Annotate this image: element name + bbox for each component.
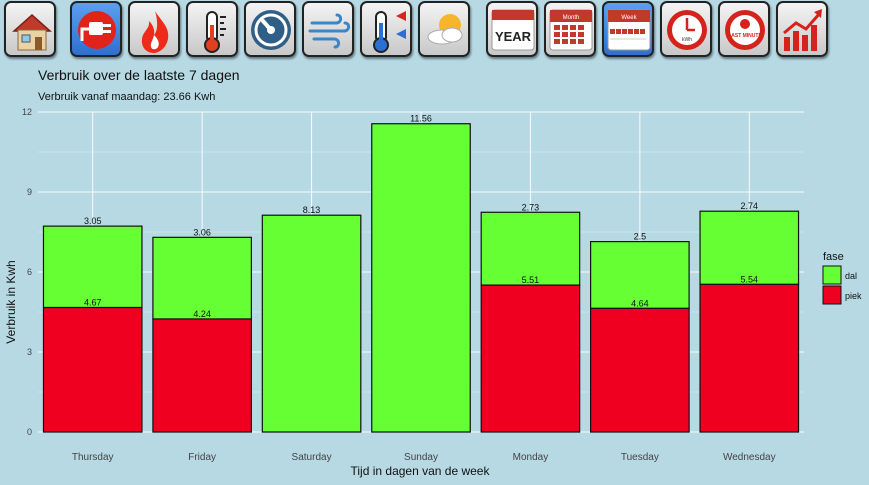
- bar-label-piek: 5.51: [522, 275, 540, 285]
- calendar-year-icon: YEAR: [491, 9, 535, 51]
- bar-dal-saturday: [261, 214, 362, 433]
- legend-label-piek: piek: [845, 291, 862, 301]
- wind-button[interactable]: [302, 1, 354, 57]
- last-minute-button[interactable]: LAST MINUTE: [718, 1, 770, 57]
- trend-button[interactable]: [776, 1, 828, 57]
- y-tick-label: 3: [27, 347, 32, 357]
- bar-dal-friday: [152, 236, 252, 320]
- clock-timer-icon: kWh: [667, 10, 707, 50]
- bar-dal-tuesday: [590, 241, 690, 309]
- timer-button[interactable]: kWh: [660, 1, 712, 57]
- y-tick-label: 9: [27, 187, 32, 197]
- home-button[interactable]: [4, 1, 56, 57]
- legend-title: fase: [823, 251, 844, 263]
- weather-sun-cloud-icon: [427, 14, 463, 45]
- toolbar: YEAR Month Week: [0, 0, 869, 62]
- week-label: Week: [621, 15, 637, 21]
- last-minute-label: LAST MINUTE: [728, 33, 762, 39]
- meter-button[interactable]: [244, 1, 296, 57]
- year-label: YEAR: [495, 29, 532, 44]
- trend-chart-icon: [783, 9, 822, 51]
- bar-label-dal: 11.56: [410, 114, 432, 124]
- y-tick-label: 6: [27, 267, 32, 277]
- month-label: Month: [563, 15, 580, 21]
- bar-dal-thursday: [42, 225, 143, 309]
- chart-title: Verbruik over de laatste 7 dagen: [38, 67, 240, 83]
- wind-icon: [308, 13, 351, 49]
- power-plug-icon: [78, 11, 116, 49]
- y-axis: 0 3 6 9 12: [22, 107, 32, 437]
- temp-inout-button[interactable]: [360, 1, 412, 57]
- bar-label-piek: 4.64: [631, 298, 649, 308]
- bar-dal-monday: [480, 211, 581, 286]
- year-button[interactable]: YEAR: [486, 1, 538, 57]
- legend: fase dal piek: [822, 251, 862, 305]
- bar-label-piek: 5.54: [741, 274, 759, 284]
- bar-labels: 4.67 3.05 4.24 3.06 8.13 11.56 5.51 2.73 4.64 2.5…: [84, 114, 758, 319]
- month-button[interactable]: Month: [544, 1, 596, 57]
- x-tick-label: Sunday: [404, 452, 438, 463]
- x-tick-label: Friday: [188, 452, 216, 463]
- legend-swatch-piek: [822, 285, 842, 305]
- y-axis-title: Verbruik in Kwh: [4, 260, 18, 343]
- bar-label-dal: 2.74: [741, 201, 759, 211]
- power-button[interactable]: [70, 1, 122, 57]
- x-tick-label: Monday: [513, 452, 549, 463]
- week-button[interactable]: Week: [602, 1, 654, 57]
- temperature-button[interactable]: [186, 1, 238, 57]
- x-axis-title: Tijd in dagen van de week: [351, 464, 491, 478]
- x-tick-label: Saturday: [292, 452, 332, 463]
- y-tick-label: 12: [22, 107, 32, 117]
- bar-label-piek: 4.24: [193, 309, 211, 319]
- x-tick-label: Tuesday: [621, 452, 659, 463]
- x-axis: Thursday Friday Saturday Sunday Monday Tuesda…: [72, 452, 776, 463]
- timer-label: kWh: [682, 37, 692, 43]
- gas-flame-icon: [141, 11, 169, 53]
- bar-label-piek: 4.67: [84, 297, 102, 307]
- x-tick-label: Wednesday: [723, 452, 776, 463]
- weather-button[interactable]: [418, 1, 470, 57]
- y-tick-label: 0: [27, 427, 32, 437]
- bars: [42, 123, 800, 433]
- weekly-usage-chart: Verbruik over de laatste 7 dagen Verbrui…: [4, 67, 862, 478]
- calendar-month-icon: Month: [549, 9, 593, 51]
- bar-piek-friday: [152, 318, 252, 433]
- legend-swatch-dal: [822, 265, 842, 285]
- thermometer-icon: [204, 11, 226, 53]
- home-icon: [12, 13, 52, 51]
- bar-label-dal: 2.73: [522, 202, 540, 212]
- bar-piek-thursday: [42, 306, 143, 433]
- bar-piek-monday: [480, 284, 581, 433]
- gas-button[interactable]: [128, 1, 180, 57]
- gauge-meter-icon: [251, 10, 291, 50]
- temperature-inout-icon: [373, 11, 406, 53]
- bar-dal-wednesday: [699, 210, 800, 285]
- calendar-week-icon: Week: [607, 9, 651, 51]
- legend-label-dal: dal: [845, 271, 857, 281]
- last-minute-icon: LAST MINUTE: [725, 10, 765, 50]
- bar-label-dal: 8.13: [303, 205, 321, 215]
- bar-label-dal: 3.06: [193, 227, 211, 237]
- bar-label-dal: 3.05: [84, 216, 102, 226]
- bar-piek-tuesday: [590, 307, 690, 433]
- x-tick-label: Thursday: [72, 452, 114, 463]
- bar-dal-sunday: [371, 123, 471, 433]
- bar-piek-wednesday: [699, 283, 800, 433]
- chart-subtitle: Verbruik vanaf maandag: 23.66 Kwh: [38, 91, 215, 103]
- bar-label-dal: 2.5: [634, 232, 647, 242]
